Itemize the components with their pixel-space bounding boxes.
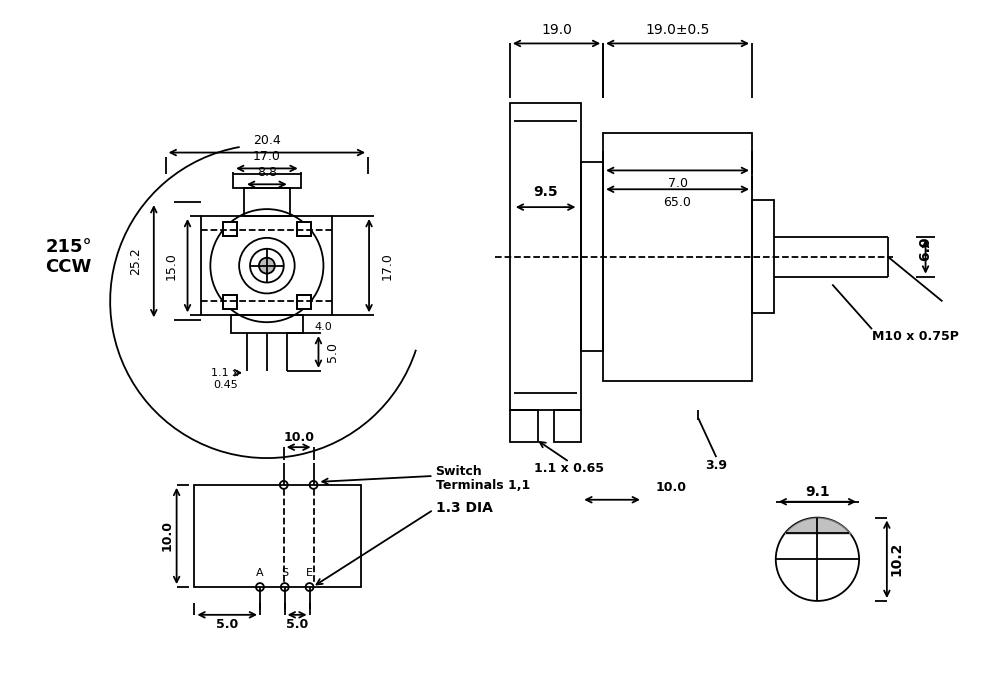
Text: 9.5: 9.5 xyxy=(533,185,558,199)
Text: 1.1 x 0.65: 1.1 x 0.65 xyxy=(534,462,604,475)
Text: 10.0: 10.0 xyxy=(655,482,686,494)
Bar xyxy=(233,174,301,188)
Bar xyxy=(201,216,332,315)
Bar xyxy=(223,222,237,236)
Text: 10.0: 10.0 xyxy=(160,520,173,551)
Bar xyxy=(297,296,311,310)
Text: 10.0: 10.0 xyxy=(283,430,314,444)
Text: Switch: Switch xyxy=(436,466,482,478)
Text: 4.0: 4.0 xyxy=(315,322,332,332)
Bar xyxy=(223,296,237,310)
Text: 17.0: 17.0 xyxy=(253,150,281,163)
Text: 25.2: 25.2 xyxy=(129,247,142,275)
Text: 17.0: 17.0 xyxy=(380,252,393,280)
Bar xyxy=(297,296,311,310)
Text: 19.0±0.5: 19.0±0.5 xyxy=(645,23,710,37)
Text: A: A xyxy=(256,568,264,578)
Text: 215°: 215° xyxy=(45,238,92,256)
Text: 3.9: 3.9 xyxy=(705,459,727,471)
Bar xyxy=(510,103,581,410)
Bar xyxy=(603,133,752,381)
Bar xyxy=(554,410,581,442)
Text: 5.0: 5.0 xyxy=(216,618,238,632)
Bar xyxy=(223,296,237,310)
Bar xyxy=(244,188,290,216)
Bar xyxy=(223,222,237,236)
Text: 20.4: 20.4 xyxy=(253,134,281,147)
Bar xyxy=(297,222,311,236)
Text: CCW: CCW xyxy=(45,258,92,276)
Bar xyxy=(510,410,538,442)
Text: 19.0: 19.0 xyxy=(541,23,572,37)
Text: 8.8: 8.8 xyxy=(257,166,277,179)
Text: M10 x 0.75P: M10 x 0.75P xyxy=(872,330,959,343)
Text: 15.0: 15.0 xyxy=(165,252,178,280)
Bar xyxy=(752,200,774,313)
Text: 9.1: 9.1 xyxy=(805,485,830,499)
Text: 10.2: 10.2 xyxy=(890,542,904,576)
Text: 7.0: 7.0 xyxy=(668,177,688,190)
Bar xyxy=(581,162,603,351)
Text: 1.1 x: 1.1 x xyxy=(211,368,239,378)
Text: 1.3 DIA: 1.3 DIA xyxy=(436,501,492,515)
Text: 0.45: 0.45 xyxy=(213,379,238,390)
Text: Terminals 1,1: Terminals 1,1 xyxy=(436,480,530,493)
Bar xyxy=(297,222,311,236)
Text: 65.0: 65.0 xyxy=(664,196,691,209)
Bar xyxy=(194,485,361,587)
Text: 6.0: 6.0 xyxy=(919,236,933,261)
Bar xyxy=(231,315,303,333)
Text: E: E xyxy=(306,568,313,578)
Circle shape xyxy=(259,258,275,274)
Text: 5.0: 5.0 xyxy=(326,342,339,362)
Text: S: S xyxy=(281,568,288,578)
Text: 5.0: 5.0 xyxy=(286,618,308,632)
